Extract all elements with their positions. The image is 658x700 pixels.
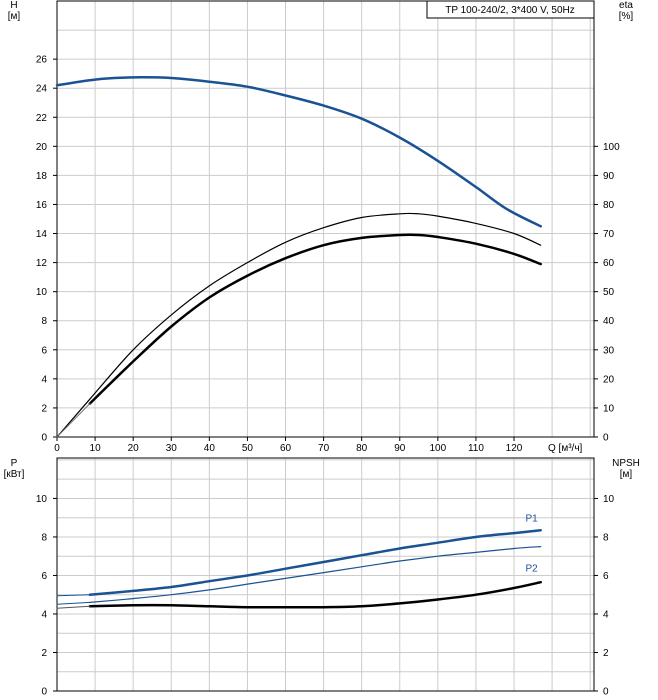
- left-tick-label: 8: [41, 316, 47, 327]
- series-line-1-1: [55, 76, 542, 228]
- left-tick-label: 0: [41, 687, 47, 698]
- grid-panel-1: [57, 1, 594, 437]
- series-line-1-3: [88, 233, 542, 405]
- plot-frame-1: [56, 0, 595, 438]
- left-tick-label: 12: [36, 258, 48, 269]
- left-tick-label: 16: [36, 200, 48, 211]
- left-tick-label: 26: [36, 55, 48, 66]
- series-line-2-5: [56, 601, 91, 605]
- series-label-p1: P1: [525, 514, 538, 525]
- left-tick-label: 6: [41, 345, 47, 356]
- x-tick-label: 120: [506, 443, 523, 454]
- right-tick-label: 70: [603, 229, 615, 240]
- series-line-2-4: [56, 594, 91, 597]
- x-tick-label: 90: [394, 443, 406, 454]
- x-tick-label: 50: [242, 443, 254, 454]
- right-tick-label: 40: [603, 316, 615, 327]
- right-tick-label: 30: [603, 345, 615, 356]
- left-tick-label: 4: [41, 609, 47, 620]
- left-tick-label: 8: [41, 532, 47, 543]
- left-tick-label: 22: [36, 113, 48, 124]
- left-tick-label: 2: [41, 648, 47, 659]
- series-line-1-2: [56, 212, 542, 438]
- series-line-2-6: [56, 605, 91, 609]
- x-tick-label: 100: [430, 443, 447, 454]
- left-axis-label: H: [10, 0, 17, 11]
- left-axis-unit: [м]: [8, 11, 21, 22]
- right-axis-unit: [%]: [619, 11, 634, 22]
- right-tick-label: 50: [603, 287, 615, 298]
- right-tick-label: 8: [603, 532, 609, 543]
- right-axis-label: NPSH: [612, 458, 640, 469]
- left-axis-unit: [кВт]: [4, 469, 25, 480]
- x-tick-label: 30: [166, 443, 178, 454]
- left-tick-label: 14: [36, 229, 48, 240]
- right-axis-label: eta: [619, 0, 633, 11]
- left-tick-label: 20: [36, 142, 48, 153]
- grid-panel-2: [57, 458, 594, 691]
- series-line-2-2: [89, 546, 542, 603]
- left-tick-label: 4: [41, 374, 47, 385]
- series-line-1-4: [56, 403, 91, 438]
- x-tick-label: 80: [356, 443, 368, 454]
- right-tick-label: 6: [603, 571, 609, 582]
- x-tick-label: 60: [280, 443, 292, 454]
- left-axis-label: P: [11, 458, 18, 469]
- left-tick-label: 2: [41, 403, 47, 414]
- left-tick-label: 0: [41, 433, 47, 444]
- right-tick-label: 90: [603, 171, 615, 182]
- chart-title: TP 100-240/2, 3*400 V, 50Hz: [445, 5, 575, 16]
- x-tick-label: 110: [468, 443, 484, 454]
- series-label-p2: P2: [525, 564, 538, 575]
- left-tick-label: 10: [36, 287, 48, 298]
- plot-frame-2: [56, 457, 595, 692]
- right-tick-label: 100: [603, 142, 620, 153]
- x-axis-label: Q [м³/ч]: [548, 443, 583, 454]
- left-tick-label: 18: [36, 171, 48, 182]
- x-tick-label: 0: [54, 443, 60, 454]
- title-box: [426, 0, 595, 19]
- series-line-2-1: [88, 528, 542, 596]
- x-tick-label: 40: [204, 443, 216, 454]
- right-tick-label: 4: [603, 609, 609, 620]
- x-tick-label: 20: [128, 443, 140, 454]
- x-tick-label: 10: [90, 443, 102, 454]
- right-tick-label: 60: [603, 258, 615, 269]
- right-tick-label: 10: [603, 494, 615, 505]
- right-tick-label: 2: [603, 648, 609, 659]
- right-axis-unit: [м]: [620, 469, 633, 480]
- left-tick-label: 24: [36, 84, 48, 95]
- right-tick-label: 20: [603, 374, 615, 385]
- right-tick-label: 10: [603, 403, 615, 414]
- x-tick-label: 70: [318, 443, 330, 454]
- left-tick-label: 10: [36, 494, 48, 505]
- right-tick-label: 0: [603, 687, 609, 698]
- right-tick-label: 80: [603, 200, 615, 211]
- series-line-2-3: [88, 580, 542, 609]
- left-tick-label: 6: [41, 571, 47, 582]
- right-tick-label: 0: [603, 433, 609, 444]
